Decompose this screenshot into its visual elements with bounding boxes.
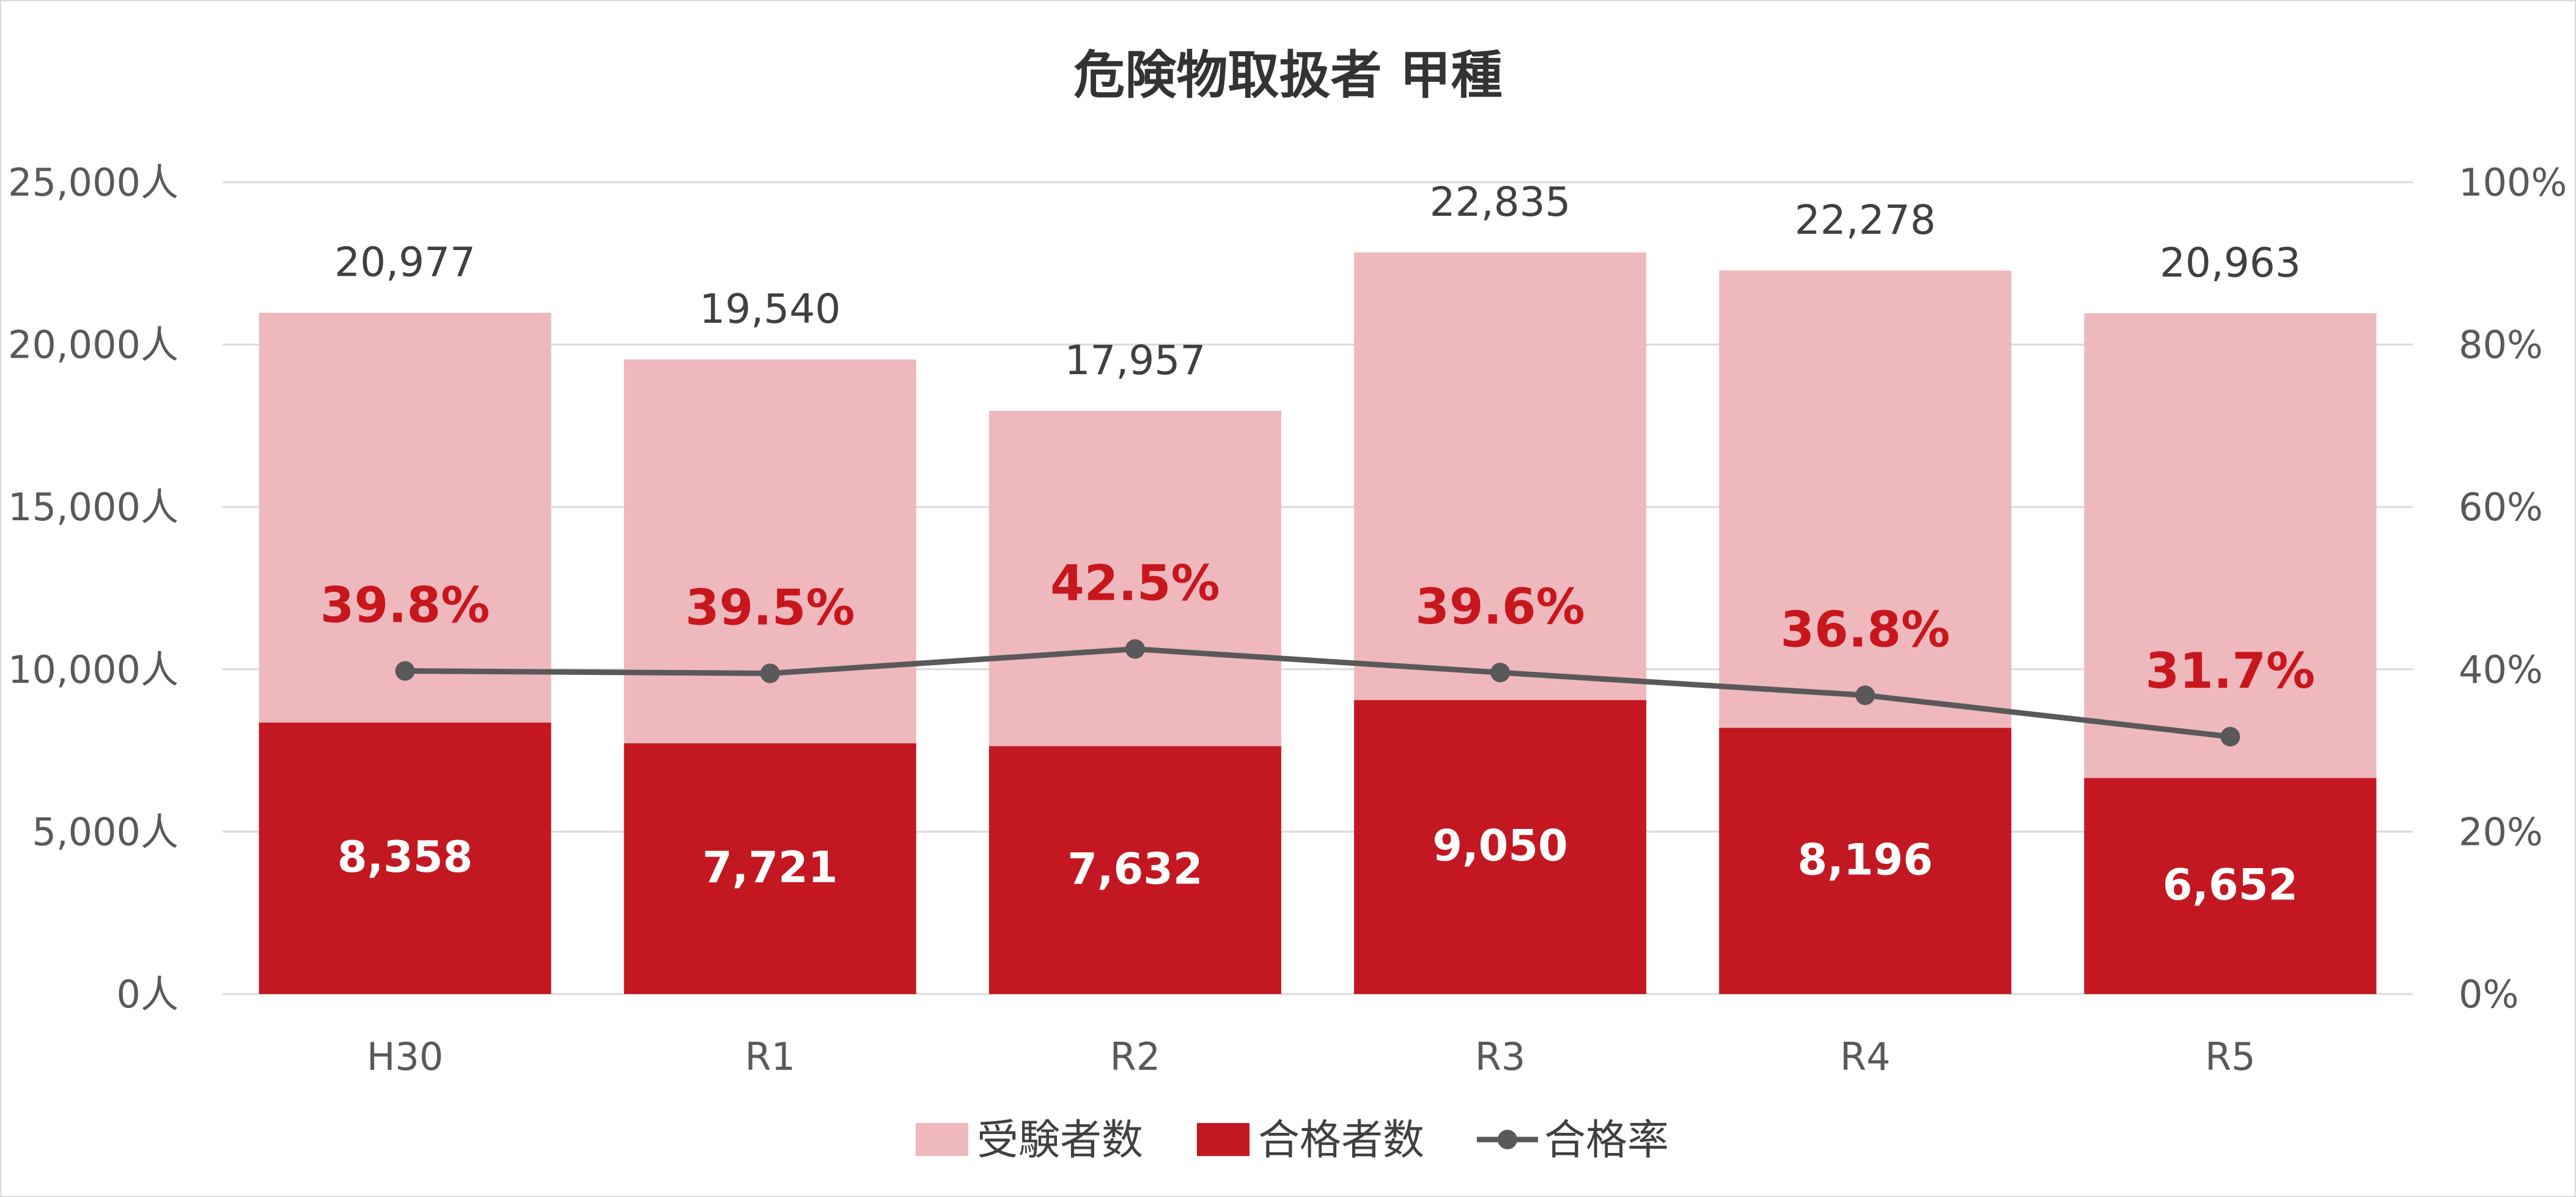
x-tick-label: H30: [367, 1034, 444, 1079]
data-label-examinees: 22,835: [1430, 179, 1571, 226]
data-label-passers: 6,652: [2163, 860, 2298, 910]
y-right-tick-label: 0%: [2459, 972, 2519, 1017]
y-left-tick-label: 15,000人: [8, 485, 178, 529]
bar-passers: [259, 723, 551, 994]
data-label-rate: 36.8%: [1780, 601, 1950, 658]
y-right-tick-label: 80%: [2459, 323, 2543, 367]
data-label-examinees: 22,278: [1795, 197, 1936, 244]
bar-passers: [1354, 700, 1647, 994]
y-right-tick-label: 20%: [2459, 809, 2543, 854]
data-label-rate: 42.5%: [1050, 555, 1220, 612]
bar-passers: [988, 746, 1281, 994]
rate-point: [1490, 663, 1511, 683]
data-label-examinees: 20,977: [334, 239, 476, 286]
legend-label-passers: 合格者数: [1258, 1116, 1424, 1165]
x-tick-label: R2: [1110, 1034, 1161, 1079]
data-label-passers: 9,050: [1432, 821, 1567, 871]
y-right-tick-label: 60%: [2459, 485, 2543, 529]
y-left-tick-label: 20,000人: [8, 323, 178, 367]
chart-title: 危険物取扱者 甲種: [1073, 45, 1502, 105]
y-right-tick-label: 100%: [2459, 160, 2567, 205]
rate-point: [1125, 639, 1145, 659]
rate-point: [1855, 685, 1875, 705]
x-tick-label: R4: [1840, 1034, 1891, 1079]
data-label-rate: 31.7%: [2146, 643, 2316, 699]
data-label-rate: 39.5%: [685, 579, 855, 636]
bar-passers: [1719, 727, 2012, 994]
legend-swatch-examinees: [916, 1123, 968, 1156]
legend-label-rate: 合格率: [1544, 1116, 1669, 1165]
rate-point: [760, 663, 780, 683]
legend-swatch-passers: [1197, 1123, 1249, 1156]
y-left-tick-label: 25,000人: [8, 160, 178, 205]
rate-line: [405, 646, 2231, 740]
data-label-passers: 8,358: [337, 832, 473, 882]
data-label-examinees: 20,963: [2160, 239, 2301, 286]
y-left-tick-label: 0人: [117, 972, 178, 1017]
bar-passers: [624, 743, 916, 994]
legend-label-examinees: 受験者数: [977, 1116, 1143, 1165]
rate-point: [2220, 727, 2240, 747]
x-tick-label: R1: [745, 1034, 795, 1079]
data-label-passers: 7,721: [702, 842, 837, 893]
legend-marker-rate: [1498, 1130, 1517, 1149]
bar-passers: [2084, 778, 2377, 994]
y-left-tick-label: 5,000人: [32, 809, 179, 854]
data-label-rate: 39.6%: [1415, 578, 1585, 635]
data-label-passers: 8,196: [1798, 834, 1933, 885]
rate-point: [395, 661, 415, 681]
x-tick-label: R3: [1475, 1034, 1526, 1079]
y-left-tick-label: 10,000人: [8, 647, 178, 692]
data-label-examinees: 19,540: [699, 285, 841, 333]
y-right-tick-label: 40%: [2459, 647, 2543, 692]
data-label-examinees: 17,957: [1064, 337, 1205, 384]
x-tick-label: R5: [2205, 1034, 2256, 1079]
data-label-passers: 7,632: [1067, 844, 1202, 894]
data-label-rate: 39.8%: [320, 576, 490, 633]
